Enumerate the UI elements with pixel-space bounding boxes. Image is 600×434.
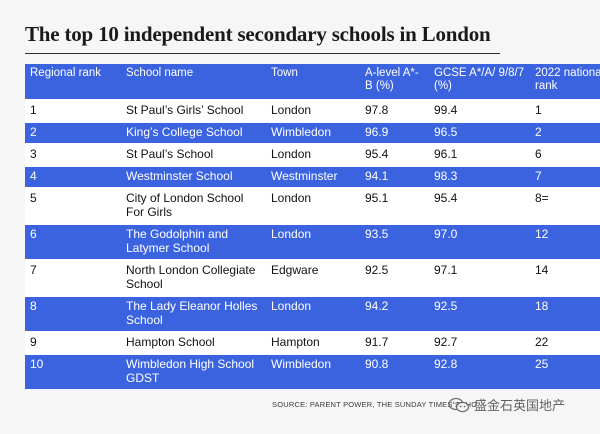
cell-town: London <box>267 223 361 260</box>
cell-national-rank: 2 <box>531 121 600 144</box>
cell-a-level: 90.8 <box>361 353 430 389</box>
table-row: 5 City of London School For Girls London 95… <box>25 187 600 224</box>
cell-a-level: 94.2 <box>361 295 430 332</box>
cell-a-level: 96.9 <box>361 121 430 144</box>
cell-a-level: 94.1 <box>361 165 430 188</box>
cell-a-level: 91.7 <box>361 331 430 354</box>
cell-a-level: 95.4 <box>361 143 430 166</box>
cell-town: Westminster <box>267 165 361 188</box>
table-header-row: Regional rank School name Town A-level A… <box>25 64 600 100</box>
cell-regional-rank: 6 <box>25 223 122 260</box>
cell-school-name: Westminster School <box>122 165 267 188</box>
table-row: 7 North London Collegiate School Edgware 92… <box>25 259 600 296</box>
cell-gcse: 95.4 <box>430 187 531 224</box>
cell-gcse: 96.5 <box>430 121 531 144</box>
cell-regional-rank: 7 <box>25 259 122 296</box>
schools-table: Regional rank School name Town A-level A… <box>25 64 600 389</box>
header-gcse: GCSE A*/A/ 9/8/7 (%) <box>430 64 531 100</box>
cell-national-rank: 1 <box>531 99 600 122</box>
table-row: 2 King’s College School Wimbledon 96.9 96.5 2 <box>25 121 600 144</box>
cell-regional-rank: 8 <box>25 295 122 332</box>
cell-town: London <box>267 99 361 122</box>
cell-regional-rank: 9 <box>25 331 122 354</box>
cell-a-level: 92.5 <box>361 259 430 296</box>
cell-regional-rank: 1 <box>25 99 122 122</box>
header-school-name: School name <box>122 64 267 100</box>
table-row: 3 St Paul’s School London 95.4 96.1 6 <box>25 143 600 166</box>
cell-town: Edgware <box>267 259 361 296</box>
cell-school-name: The Lady Eleanor Holles School <box>122 295 267 332</box>
table-row: 1 St Paul’s Girls’ School London 97.8 99.4 1 <box>25 99 600 122</box>
cell-town: Wimbledon <box>267 353 361 389</box>
cell-school-name: City of London School For Girls <box>122 187 267 224</box>
cell-gcse: 92.8 <box>430 353 531 389</box>
watermark-text: 盛金石英国地产 <box>474 398 566 413</box>
cell-a-level: 95.1 <box>361 187 430 224</box>
cell-town: London <box>267 143 361 166</box>
cell-school-name: North London Collegiate School <box>122 259 267 296</box>
cell-school-name: Hampton School <box>122 331 267 354</box>
table-row: 10 Wimbledon High School GDST Wimbledon 90.… <box>25 353 600 389</box>
cell-national-rank: 18 <box>531 295 600 332</box>
table-row: 6 The Godolphin and Latymer School London 9… <box>25 223 600 260</box>
cell-town: Wimbledon <box>267 121 361 144</box>
cell-gcse: 98.3 <box>430 165 531 188</box>
cell-national-rank: 25 <box>531 353 600 389</box>
cell-a-level: 97.8 <box>361 99 430 122</box>
cell-a-level: 93.5 <box>361 223 430 260</box>
header-national-rank: 2022 national rank <box>531 64 600 100</box>
cell-town: London <box>267 295 361 332</box>
cell-national-rank: 6 <box>531 143 600 166</box>
cell-gcse: 92.7 <box>430 331 531 354</box>
table-row: 8 The Lady Eleanor Holles School London 94.… <box>25 295 600 332</box>
wechat-icon <box>448 397 470 412</box>
cell-school-name: The Godolphin and Latymer School <box>122 223 267 260</box>
table-row: 4 Westminster School Westminster 94.1 98.3 7 <box>25 165 600 188</box>
table-row: 9 Hampton School Hampton 91.7 92.7 22 <box>25 331 600 354</box>
cell-school-name: St Paul’s School <box>122 143 267 166</box>
header-regional-rank: Regional rank <box>25 64 122 100</box>
cell-regional-rank: 3 <box>25 143 122 166</box>
cell-gcse: 96.1 <box>430 143 531 166</box>
cell-regional-rank: 4 <box>25 165 122 188</box>
cell-gcse: 99.4 <box>430 99 531 122</box>
cell-gcse: 97.0 <box>430 223 531 260</box>
cell-national-rank: 8= <box>531 187 600 224</box>
cell-school-name: Wimbledon High School GDST <box>122 353 267 389</box>
cell-regional-rank: 2 <box>25 121 122 144</box>
source-note: SOURCE: PARENT POWER, THE SUNDAY TIMES S… <box>272 400 478 409</box>
cell-national-rank: 22 <box>531 331 600 354</box>
cell-national-rank: 7 <box>531 165 600 188</box>
cell-regional-rank: 10 <box>25 353 122 389</box>
cell-national-rank: 12 <box>531 223 600 260</box>
header-town: Town <box>267 64 361 100</box>
header-a-level: A-level A*-B (%) <box>361 64 430 100</box>
cell-school-name: King’s College School <box>122 121 267 144</box>
title-divider <box>25 53 500 54</box>
watermark: 盛金石英国地产 <box>448 395 565 414</box>
cell-national-rank: 14 <box>531 259 600 296</box>
cell-regional-rank: 5 <box>25 187 122 224</box>
cell-gcse: 97.1 <box>430 259 531 296</box>
cell-town: London <box>267 187 361 224</box>
cell-gcse: 92.5 <box>430 295 531 332</box>
page-title: The top 10 independent secondary schools… <box>25 22 491 46</box>
cell-school-name: St Paul’s Girls’ School <box>122 99 267 122</box>
cell-town: Hampton <box>267 331 361 354</box>
